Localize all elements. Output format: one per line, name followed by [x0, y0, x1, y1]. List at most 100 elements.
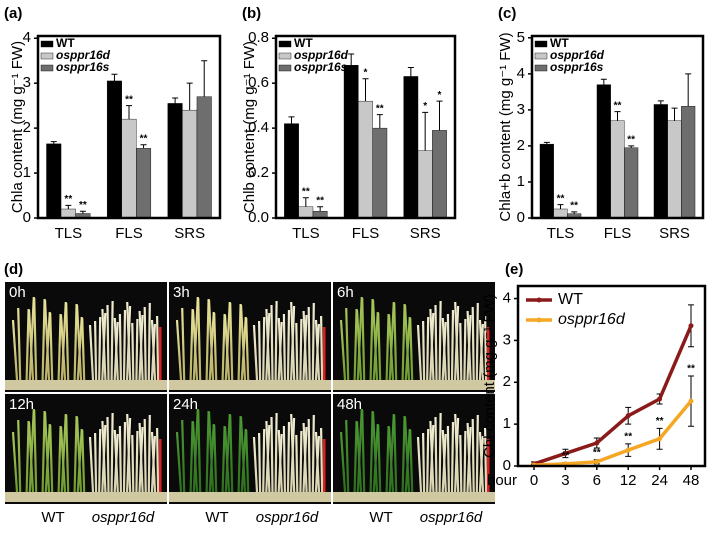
seedling	[131, 322, 135, 381]
seedling	[192, 296, 199, 381]
seedling	[393, 302, 398, 381]
seedling	[429, 308, 435, 381]
legend-swatch	[534, 64, 548, 72]
seedling	[393, 414, 398, 493]
seedling	[28, 408, 35, 493]
point	[688, 398, 694, 404]
x-tick-label: 12	[620, 472, 637, 489]
legend-label: osppr16s	[550, 60, 604, 74]
seedling	[110, 412, 114, 493]
seedling	[118, 313, 122, 381]
seedling	[438, 300, 442, 381]
bar	[343, 65, 359, 219]
seedling	[403, 304, 411, 381]
seedling	[426, 316, 430, 381]
y-tick-label: 2	[23, 119, 31, 136]
seedling	[311, 414, 315, 493]
seedling	[446, 425, 450, 493]
seedling	[65, 302, 70, 381]
seedling	[422, 432, 426, 493]
plot-frame	[530, 34, 705, 220]
seedling	[314, 319, 321, 381]
error-bar	[628, 145, 635, 148]
seedling	[207, 299, 215, 381]
seedling	[17, 419, 22, 493]
error-bar	[376, 114, 383, 129]
tray	[169, 492, 331, 502]
legend-swatch	[40, 40, 54, 48]
significance: **	[302, 186, 310, 197]
error-bar	[571, 211, 578, 214]
seedling	[43, 411, 51, 493]
seedling	[361, 409, 366, 493]
seedling	[466, 310, 472, 381]
seedling	[299, 430, 303, 493]
error-bar	[201, 60, 208, 97]
error-bar	[685, 73, 692, 107]
bar	[596, 84, 611, 219]
seedling	[371, 299, 379, 381]
bar	[417, 150, 433, 219]
time-label: 0h	[9, 284, 26, 301]
legend-swatch	[278, 52, 292, 60]
point	[594, 440, 600, 446]
seedling	[345, 307, 350, 381]
seedling	[387, 426, 395, 493]
seedling	[302, 422, 308, 493]
seedling	[245, 317, 250, 381]
legend-label: osppr16s	[56, 60, 110, 74]
legend-label: osppr16d	[294, 48, 349, 62]
error-bar	[348, 53, 355, 66]
seedling	[245, 429, 250, 493]
bar	[46, 143, 62, 219]
seedling	[189, 308, 194, 381]
x-tick-label: 24	[651, 472, 668, 489]
error-bar	[172, 97, 179, 104]
seedling	[135, 318, 139, 381]
significance: *	[364, 67, 368, 78]
bar	[196, 96, 212, 219]
seedling	[106, 304, 110, 381]
seedling	[57, 313, 62, 381]
seedling	[385, 313, 390, 381]
seedling	[239, 416, 247, 493]
y-tick-label: 2	[503, 373, 511, 390]
seedling	[356, 296, 363, 381]
point	[562, 450, 568, 456]
seedling	[75, 416, 83, 493]
bar	[284, 123, 299, 219]
seedling	[60, 301, 67, 381]
legend-label: WT	[56, 36, 75, 50]
scale-bar	[159, 327, 162, 380]
seedling	[57, 425, 62, 493]
genotype-label: osppr16d	[92, 509, 155, 526]
seedling	[270, 416, 274, 493]
seedling	[314, 431, 321, 493]
seedling	[262, 316, 266, 381]
legend-swatch	[40, 64, 54, 72]
seedling	[299, 318, 303, 381]
seedling	[387, 314, 395, 381]
seedling	[224, 413, 231, 493]
seedling	[122, 309, 127, 381]
seedling	[277, 317, 283, 381]
error-bar	[186, 82, 193, 111]
x-tick-label: TLS	[292, 225, 320, 242]
error-bar	[557, 204, 564, 209]
scale-bar	[323, 439, 326, 492]
plot-frame	[516, 284, 707, 468]
panel-label: (b)	[242, 5, 261, 22]
x-axis-label: hour	[487, 472, 517, 489]
seedling	[286, 309, 291, 381]
seedling	[438, 412, 442, 493]
time-label: 12h	[9, 396, 34, 413]
seedling	[320, 427, 324, 493]
seedling	[355, 309, 363, 381]
seedling	[239, 304, 247, 381]
y-tick-label: 0	[503, 457, 511, 474]
seedling	[416, 324, 423, 381]
seedling	[274, 300, 278, 381]
significance: **	[656, 416, 664, 427]
seedling	[25, 420, 30, 493]
